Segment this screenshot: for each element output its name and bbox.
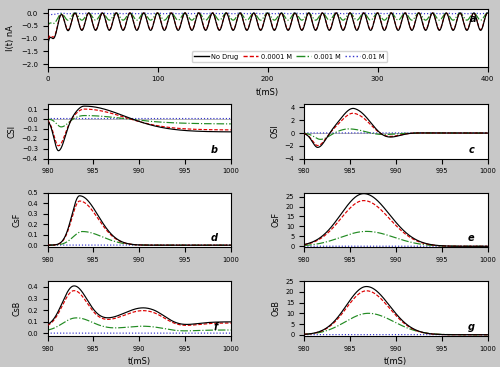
Legend: No Drug, 0.0001 M, 0.001 M, 0.01 M: No Drug, 0.0001 M, 0.001 M, 0.01 M	[192, 51, 387, 62]
X-axis label: t(mS): t(mS)	[384, 357, 407, 366]
X-axis label: t(mS): t(mS)	[256, 88, 279, 97]
Y-axis label: OSI: OSI	[270, 124, 279, 138]
X-axis label: t(mS): t(mS)	[128, 357, 150, 366]
Y-axis label: I(t) nA: I(t) nA	[6, 25, 15, 51]
Text: b: b	[211, 145, 218, 155]
Y-axis label: CsB: CsB	[12, 301, 22, 316]
Text: d: d	[211, 233, 218, 243]
Text: a: a	[470, 14, 476, 24]
Text: c: c	[469, 145, 474, 155]
Y-axis label: CsF: CsF	[12, 213, 22, 227]
Y-axis label: OsB: OsB	[272, 301, 280, 316]
Y-axis label: OsF: OsF	[272, 212, 280, 228]
Text: f: f	[214, 322, 218, 332]
Text: g: g	[468, 322, 474, 332]
Y-axis label: CSI: CSI	[7, 125, 16, 138]
Text: e: e	[468, 233, 474, 243]
